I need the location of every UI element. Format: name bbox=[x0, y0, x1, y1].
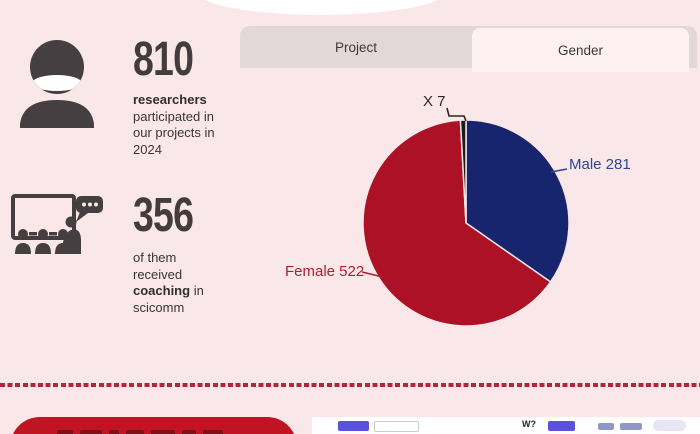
stat-caption-bold: coaching bbox=[133, 283, 191, 298]
embed-toolbar: W? bbox=[312, 417, 700, 434]
gender-pie-chart bbox=[361, 107, 570, 327]
presentation-icon bbox=[10, 192, 104, 261]
stat-caption-coached: of them received coaching in scicomm bbox=[133, 250, 215, 316]
cta-button[interactable] bbox=[10, 417, 297, 434]
pie-label-male: Male 281 bbox=[569, 156, 631, 173]
stat-value-researchers: 810 bbox=[133, 33, 194, 86]
pie-slice-male[interactable] bbox=[465, 119, 570, 283]
pie-label-female: Female 522 bbox=[285, 263, 365, 280]
stat-caption-rest: participated in our projects in 2024 bbox=[133, 108, 215, 157]
decorative-ellipse bbox=[197, 0, 445, 15]
embed-primary-button[interactable] bbox=[338, 421, 369, 431]
cta-button-cutoff-text bbox=[57, 430, 297, 434]
stat-caption-prefix: of them received bbox=[133, 250, 183, 282]
embed-link-icon[interactable] bbox=[598, 423, 614, 430]
dashed-divider bbox=[0, 383, 700, 387]
pie-label-x: X 7 bbox=[423, 93, 446, 110]
leader-line-male bbox=[550, 168, 568, 173]
stat-caption-researchers: researchers participated in our projects… bbox=[133, 92, 215, 158]
embed-share-icon[interactable] bbox=[620, 423, 642, 430]
chart-tabbar: Project Gender bbox=[240, 26, 697, 72]
leader-line-female bbox=[361, 271, 384, 278]
person-icon bbox=[17, 38, 97, 135]
leader-line-x bbox=[446, 107, 467, 122]
stat-caption-bold: researchers bbox=[133, 92, 207, 107]
pie-slice-female[interactable] bbox=[362, 119, 552, 327]
embed-pill-button[interactable] bbox=[653, 420, 686, 431]
embed-badge[interactable] bbox=[548, 421, 575, 431]
embed-secondary-button[interactable] bbox=[374, 421, 419, 432]
tab-gender[interactable]: Gender bbox=[472, 28, 689, 72]
stat-caption-suffix: in scicomm bbox=[133, 283, 204, 315]
tab-project[interactable]: Project bbox=[334, 39, 378, 55]
stat-value-coached: 356 bbox=[133, 189, 194, 242]
embed-logo: W? bbox=[522, 419, 536, 429]
